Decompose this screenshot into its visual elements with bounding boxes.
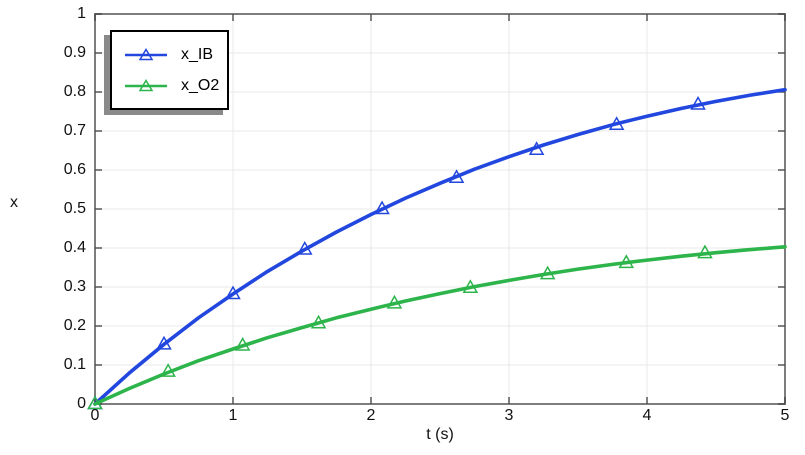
legend-label: x_IB (181, 45, 214, 63)
y-tick-label: 0.7 (63, 122, 86, 139)
legend-label: x_O2 (181, 76, 220, 94)
marker-triangle-x_O2 (310, 314, 327, 329)
y-tick-label: 0.6 (63, 161, 86, 178)
marker-triangle-x_IB (608, 116, 625, 131)
y-tick-label: 0 (77, 395, 86, 412)
legend-line-sample-green (125, 78, 167, 91)
series-line-x_IB (93, 87, 787, 406)
marker-triangle-x_IB (374, 200, 390, 215)
y-tick-label: 0.9 (63, 44, 86, 61)
y-tick-label: 0.3 (63, 278, 86, 295)
x-tick-label: 0 (90, 407, 100, 424)
y-tick-label: 0.4 (63, 239, 86, 256)
marker-triangle-x_O2 (234, 336, 251, 351)
x-tick-label: 1 (228, 407, 238, 424)
y-tick-label: 0.2 (63, 317, 86, 334)
marker-triangle-x_IB (156, 335, 172, 350)
marker-triangle-x_O2 (462, 279, 479, 294)
series-line-x_O2 (93, 245, 787, 406)
marker-triangle-x_O2 (386, 294, 403, 309)
legend-triangle-marker-icon (138, 78, 154, 91)
x-tick-label: 3 (504, 407, 514, 424)
marker-triangle-x_IB (528, 141, 545, 155)
marker-triangle-x_O2 (539, 265, 556, 280)
y-axis-label: x (10, 194, 18, 211)
marker-triangle-x_IB (296, 241, 313, 255)
x-axis-label: t (s) (426, 426, 454, 443)
marker-triangle-x_O2 (87, 395, 103, 410)
marker-triangle-x_O2 (697, 244, 713, 259)
legend-item-x_IB: x_IB (123, 39, 214, 70)
y-tick-label: 0.8 (63, 83, 86, 100)
legend-item-x_O2: x_O2 (123, 70, 219, 101)
marker-triangle-x_IB (448, 169, 465, 184)
legend-line-sample-blue (125, 47, 167, 60)
x-tick-label: 2 (366, 407, 376, 424)
y-tick-label: 1 (77, 5, 86, 22)
y-tick-label: 0.5 (63, 200, 86, 217)
y-tick-label: 0.1 (63, 356, 86, 373)
x-tick-label: 5 (780, 407, 790, 424)
legend-triangle-marker-icon (138, 47, 154, 60)
legend-box: x_IB x_O2 (110, 30, 229, 110)
marker-triangle-x_IB (225, 285, 241, 300)
marker-triangle-x_O2 (160, 363, 176, 377)
x-tick-label: 4 (642, 407, 652, 424)
marker-triangle-x_IB (690, 95, 706, 110)
marker-triangle-x_O2 (618, 254, 635, 269)
